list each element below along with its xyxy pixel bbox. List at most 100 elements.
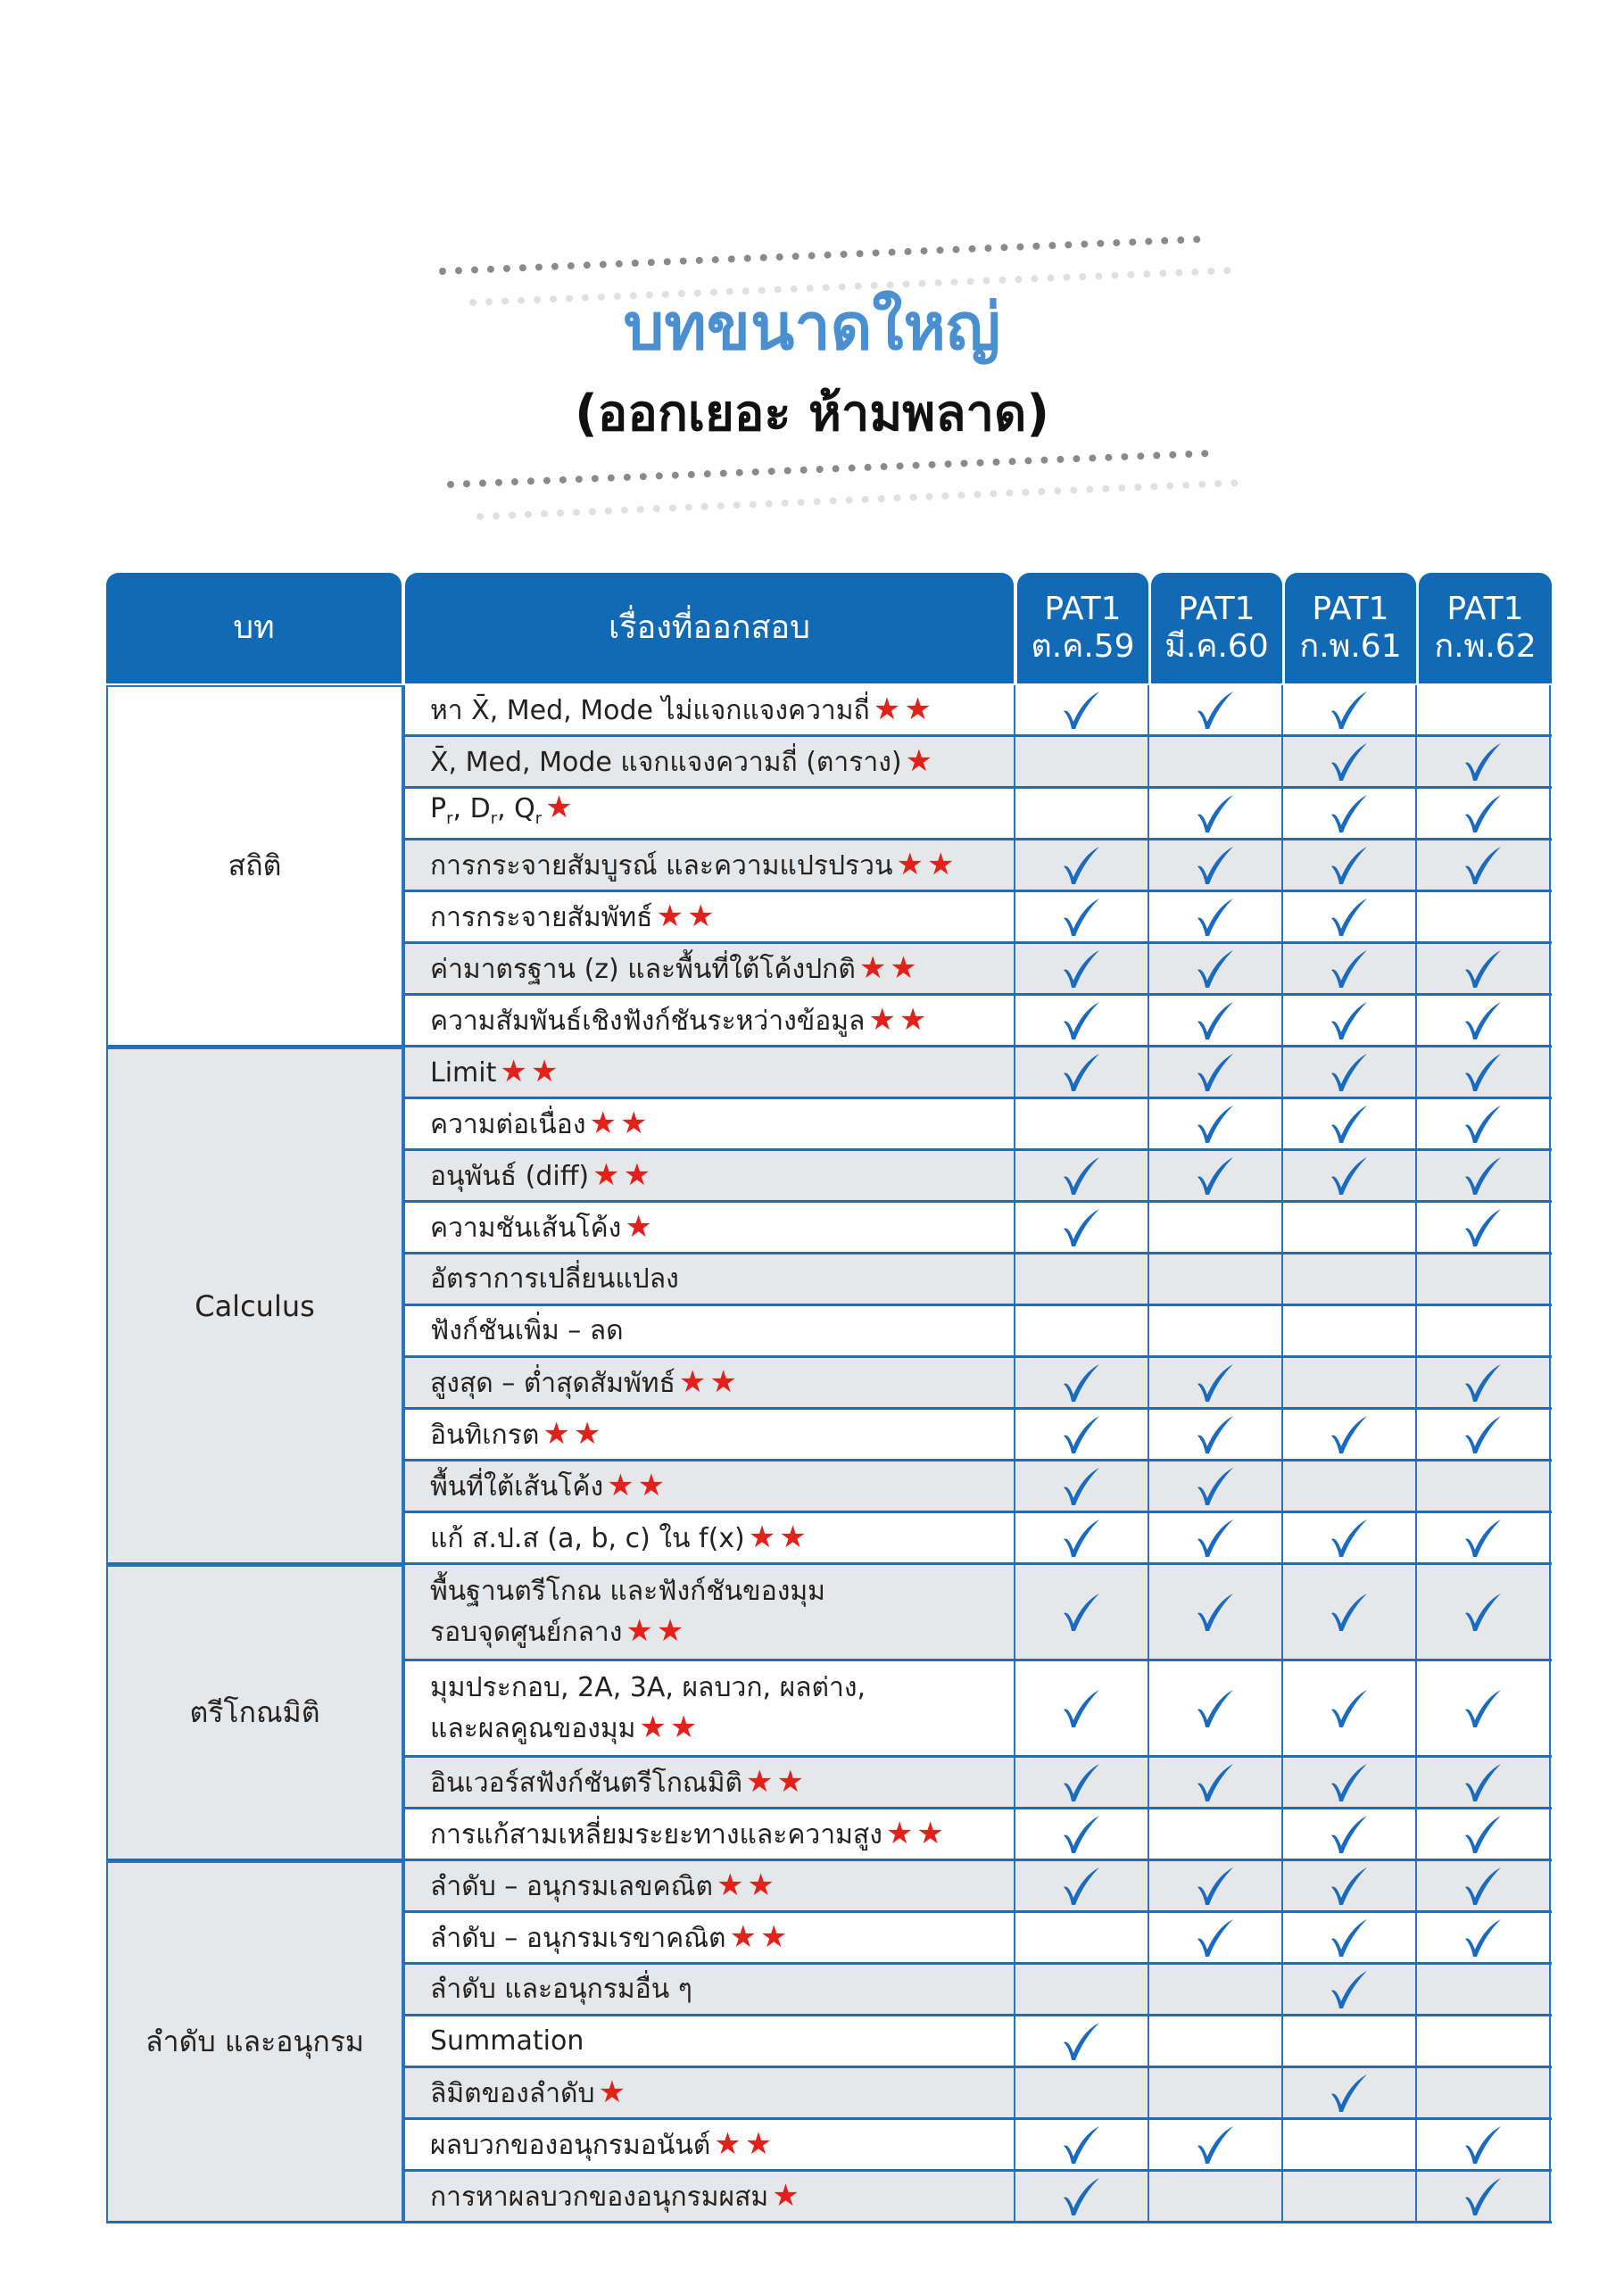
check-icon [1465,2125,1501,2164]
check-icon [1197,846,1233,884]
topic-line: ความชันเส้นโค้ง ★ [430,1207,652,1248]
topic-line: ค่ามาตรฐาน (z) และพื้นที่ใต้โค้งปกติ ★ ★ [430,948,917,989]
topic-text: การแก้สามเหลี่ยมระยะทางและความสูง ★ ★ [430,1814,944,1855]
topic-text: มุมประกอบ, 2A, 3A, ผลบวก, ผลต่าง, และผลคู… [430,1668,866,1749]
topic-label: อินเวอร์สฟังก์ชันตรีโกณมิติ [430,1767,742,1799]
topic-text: ลำดับ และอนุกรมอื่น ๆ [430,1970,692,2009]
check-icon [1465,1689,1501,1727]
chapter-label: ลำดับ และอนุกรม [145,2024,364,2058]
star-icon: ★ [626,1612,653,1649]
topic-text: ค่ามาตรฐาน (z) และพื้นที่ใต้โค้งปกติ ★ ★ [430,948,917,989]
check-cell [1283,2120,1417,2169]
topic-text: การกระจายสัมพัทธ์ ★ ★ [430,897,714,938]
check-icon [1064,1593,1099,1631]
topic-text: ความต่อเนื่อง ★ ★ [430,1104,647,1145]
check-icon [1465,1763,1501,1801]
check-icon [1064,1763,1099,1801]
table-row: อินทิเกรต ★ ★ [403,1410,1552,1461]
topic-cell: ฟังก์ชันเพิ่ม – ลด [403,1306,1015,1355]
star-icon: ★ [592,1156,620,1193]
check-cell [1283,1513,1417,1562]
topic-line: Limit ★ ★ [430,1052,558,1093]
topic-label: ลำดับ และอนุกรมอื่น ๆ [430,1973,692,2005]
check-cell [1015,1461,1149,1511]
star-icon: ★ [776,1763,804,1800]
check-icon [1331,1519,1367,1557]
check-icon [1197,1467,1233,1505]
topic-text: การกระจายสัมบูรณ์ และความแปรปรวน ★ ★ [430,845,954,886]
topic-text: พื้นฐานตรีโกณ และฟังก์ชันของมุม รอบจุดศูน… [430,1572,825,1652]
topic-cell: พื้นที่ใต้เส้นโค้ง ★ ★ [403,1461,1015,1511]
check-icon [1064,846,1099,884]
check-cell [1417,1358,1551,1407]
check-cell [1417,1254,1551,1304]
check-icon [1465,2177,1501,2215]
topic-text: ฟังก์ชันเพิ่ม – ลด [430,1312,624,1351]
star-icon: ★ [573,1415,601,1452]
check-icon [1064,2022,1099,2060]
header-exam-4: PAT1 ก.พ.62 [1419,573,1552,683]
topic-cell: Pr, Dr, Qr ★ [403,789,1015,838]
check-cell [1283,1358,1417,1407]
topic-text: อนุพันธ์ (diff) ★ ★ [430,1155,650,1196]
topic-line: ผลบวกของอนุกรมอนันต์ ★ ★ [430,2124,772,2165]
check-icon [1197,1867,1233,1905]
star-icon: ★ [916,1815,944,1851]
check-cell [1015,685,1149,734]
star-icon: ★ [748,1519,776,1555]
check-cell [1149,1254,1283,1304]
check-icon [1465,1519,1501,1557]
check-cell [1417,1151,1551,1200]
topic-text: Pr, Dr, Qr ★ [430,788,573,839]
topic-cell: พื้นฐานตรีโกณ และฟังก์ชันของมุม รอบจุดศูน… [403,1565,1015,1659]
check-cell [1283,2172,1417,2221]
table-row: การแก้สามเหลี่ยมระยะทางและความสูง ★ ★ [403,1809,1552,1861]
topic-text: ลิมิตของลำดับ ★ [430,2073,626,2114]
check-cell [1149,789,1283,838]
check-icon [1331,1593,1367,1631]
check-cell [1417,685,1551,734]
check-cell [1283,996,1417,1045]
topic-label: พื้นที่ใต้เส้นโค้ง [430,1470,604,1503]
check-cell [1283,1965,1417,2014]
star-icon: ★ [772,2177,800,2214]
table-row: มุมประกอบ, 2A, 3A, ผลบวก, ผลต่าง, และผลคู… [403,1661,1552,1758]
topic-text: ความสัมพันธ์เชิงฟังก์ชันระหว่างข้อมูล ★ ★ [430,1000,926,1041]
star-icon: ★ [868,1001,896,1038]
exam-name: PAT1 [1312,591,1389,627]
check-icon [1197,2125,1233,2164]
topic-cell: ผลบวกของอนุกรมอนันต์ ★ ★ [403,2120,1015,2169]
check-icon [1197,691,1233,729]
star-icon: ★ [905,742,933,779]
check-icon [1465,1001,1501,1039]
check-icon [1331,1867,1367,1905]
check-cell [1283,737,1417,786]
check-icon [1465,1815,1501,1853]
topic-line: ลำดับ และอนุกรมอื่น ๆ [430,1970,692,2009]
table-row: แก้ ส.ป.ส (a, b, c) ใน f(x) ★ ★ [403,1513,1552,1565]
topic-text: Limit ★ ★ [430,1052,558,1093]
star-icon: ★ [716,1867,744,1903]
topic-line: ลำดับ – อนุกรมเลขคณิต ★ ★ [430,1866,775,1907]
topic-label: Summation [430,2024,584,2057]
check-icon [1331,2074,1367,2112]
topic-label: ฟังก์ชันเพิ่ม – ลด [430,1314,624,1346]
table-row: ผลบวกของอนุกรมอนันต์ ★ ★ [403,2120,1552,2172]
table-row: Limit ★ ★ [403,1047,1552,1099]
check-cell [1015,1809,1149,1859]
check-icon [1331,742,1367,781]
chapter-cell: Calculus [106,1047,403,1565]
check-icon [1331,1105,1367,1143]
star-icon: ★ [619,1105,648,1141]
topic-label: อินทิเกรต [430,1419,540,1451]
star-icon: ★ [589,1105,617,1141]
check-icon [1331,898,1367,936]
check-icon [1465,1415,1501,1453]
topic-cell: ลำดับ และอนุกรมอื่น ๆ [403,1965,1015,2014]
check-cell [1283,1151,1417,1200]
star-icon: ★ [607,1467,634,1503]
check-cell [1283,1254,1417,1304]
check-cell [1417,2068,1551,2117]
check-icon [1064,949,1099,988]
check-icon [1064,2125,1099,2164]
